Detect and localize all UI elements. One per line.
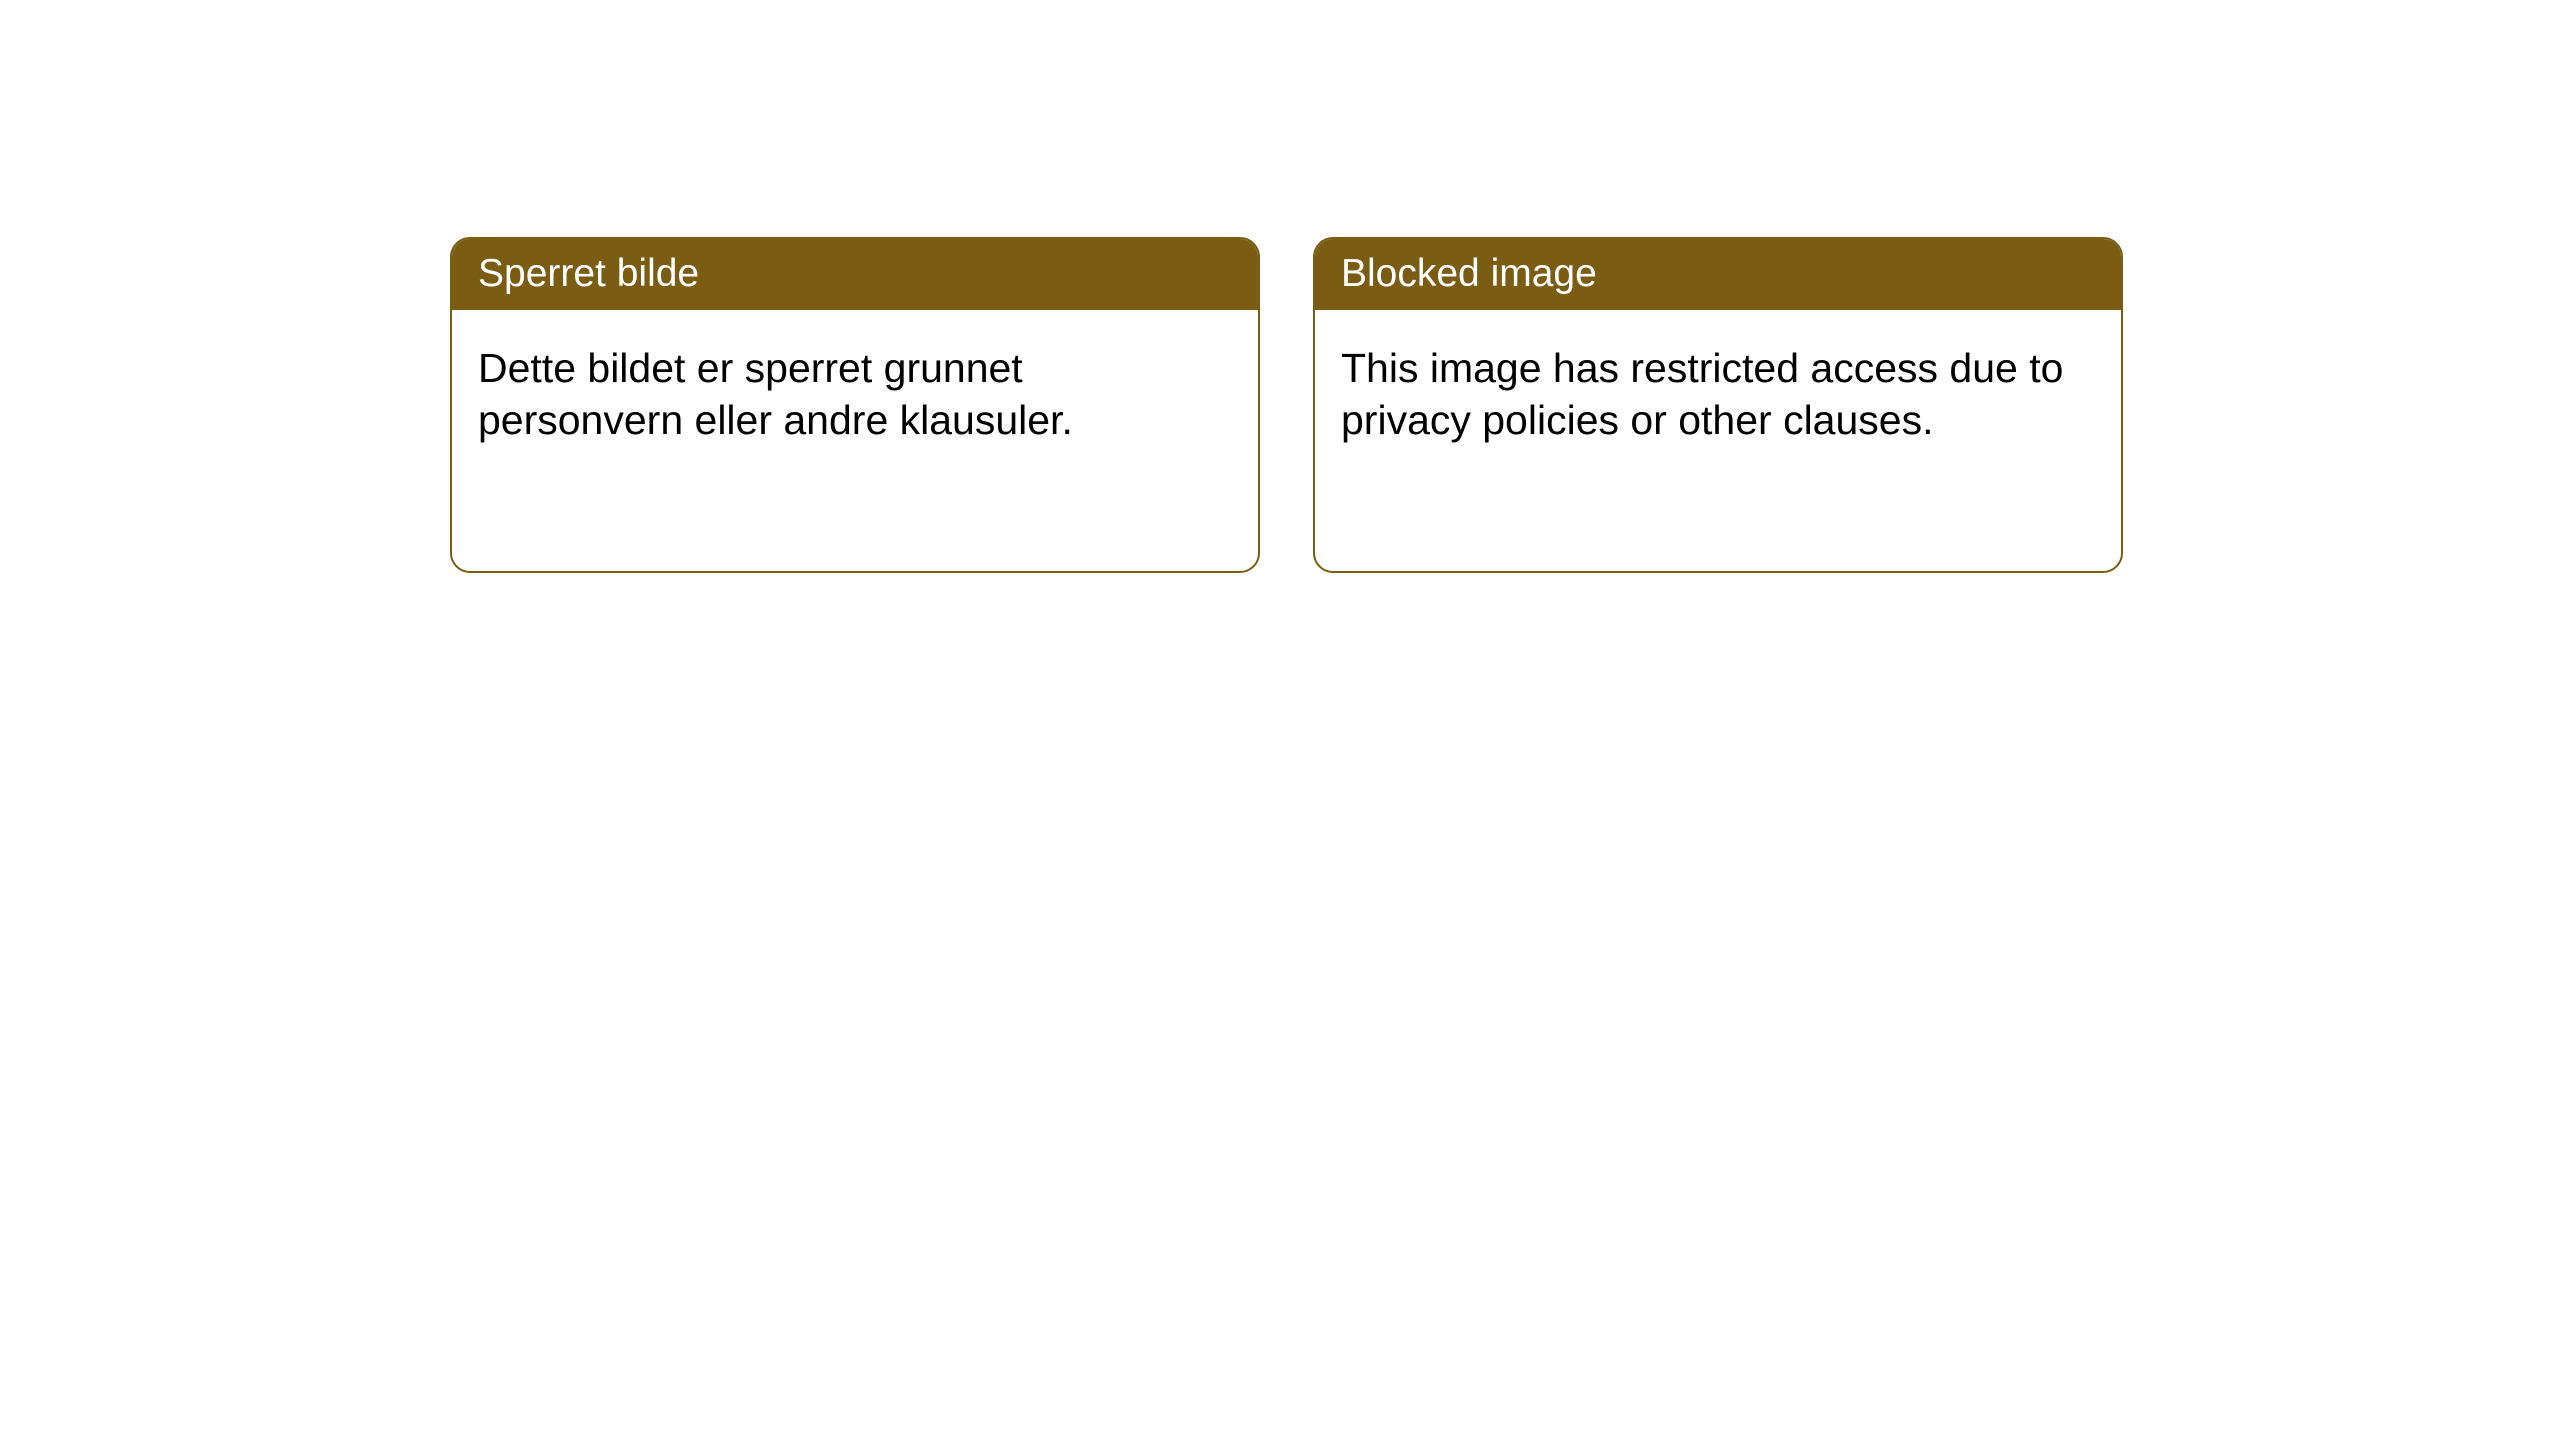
notice-header: Blocked image [1315,239,2121,310]
notice-header: Sperret bilde [452,239,1258,310]
notice-container: Sperret bilde Dette bildet er sperret gr… [0,0,2560,573]
notice-body: Dette bildet er sperret grunnet personve… [452,310,1258,479]
notice-card-english: Blocked image This image has restricted … [1313,237,2123,573]
notice-body: This image has restricted access due to … [1315,310,2121,479]
notice-card-norwegian: Sperret bilde Dette bildet er sperret gr… [450,237,1260,573]
